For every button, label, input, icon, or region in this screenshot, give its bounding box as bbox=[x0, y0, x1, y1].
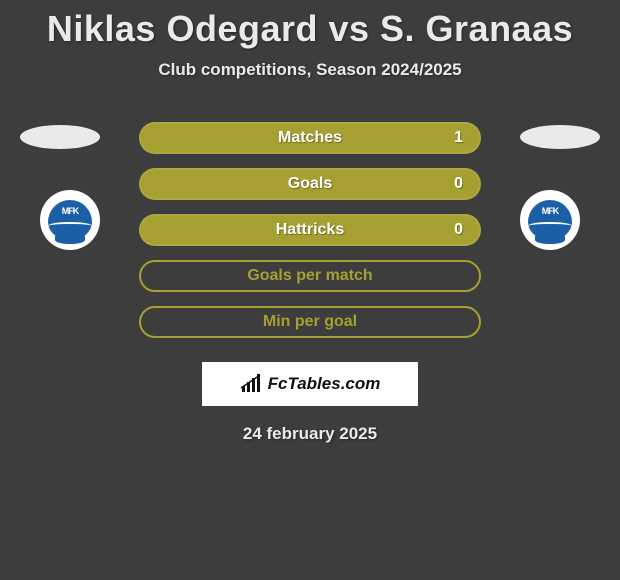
stat-row-min-per-goal: Min per goal bbox=[139, 306, 481, 338]
shield-icon: MFK bbox=[48, 200, 92, 240]
shield-icon: MFK bbox=[528, 200, 572, 240]
club-badge-right: MFK bbox=[520, 190, 580, 250]
snapshot-date: 24 february 2025 bbox=[0, 424, 620, 444]
stat-right-value: 0 bbox=[454, 175, 463, 193]
stat-row-goals: Goals 0 bbox=[139, 168, 481, 200]
stat-row-matches: Matches 1 bbox=[139, 122, 481, 154]
comparison-title: Niklas Odegard vs S. Granaas bbox=[0, 0, 620, 50]
watermark-text: FcTables.com bbox=[268, 374, 381, 394]
stat-label: Hattricks bbox=[276, 221, 344, 239]
comparison-subtitle: Club competitions, Season 2024/2025 bbox=[0, 60, 620, 80]
bar-chart-icon bbox=[240, 374, 264, 394]
stat-label: Matches bbox=[278, 129, 342, 147]
club-badge-left-text: MFK bbox=[62, 206, 79, 216]
stat-row-hattricks: Hattricks 0 bbox=[139, 214, 481, 246]
watermark: FcTables.com bbox=[202, 362, 418, 406]
stat-label: Goals per match bbox=[247, 267, 372, 285]
club-badge-right-text: MFK bbox=[542, 206, 559, 216]
stat-right-value: 1 bbox=[454, 129, 463, 147]
club-badge-left: MFK bbox=[40, 190, 100, 250]
player-photo-placeholder-left bbox=[20, 125, 100, 149]
stat-right-value: 0 bbox=[454, 221, 463, 239]
stat-row-goals-per-match: Goals per match bbox=[139, 260, 481, 292]
wave-icon bbox=[48, 222, 92, 230]
stat-label: Goals bbox=[288, 175, 332, 193]
wave-icon bbox=[528, 222, 572, 230]
player-photo-placeholder-right bbox=[520, 125, 600, 149]
stat-label: Min per goal bbox=[263, 313, 357, 331]
